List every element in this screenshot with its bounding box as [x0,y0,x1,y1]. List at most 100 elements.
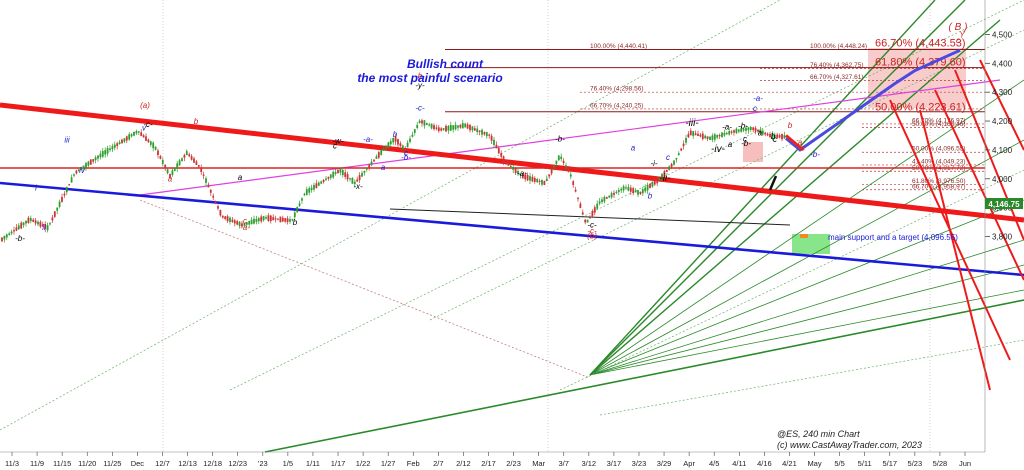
wave-label: v [142,123,147,132]
candle-body [116,143,119,147]
wave-label: -b- [415,71,425,80]
candle-body [310,187,313,191]
candle-body [449,124,452,131]
x-tick-label: Apr [683,459,695,468]
fib-label: 50.00% (4,096.55) [912,146,965,153]
candle-body [437,127,440,132]
x-tick-label: 1/27 [381,459,396,468]
candle-body [481,129,483,135]
candle-body [665,169,668,172]
candle-body [238,221,241,227]
annotation-title-line2: the most painful scenario [357,71,502,85]
candle-body [725,132,728,135]
candle-body [742,128,745,131]
candle-body [577,197,579,199]
candle-body [747,127,750,131]
x-tick-label: 12/13 [178,459,197,468]
candle-body [548,174,551,177]
candle-body [262,216,265,221]
candle-body [217,206,219,209]
fan-line [589,79,1024,376]
fib-label: 100.00% (4,448.24) [810,43,867,50]
candle-body [387,142,390,148]
candle-body [341,169,344,176]
x-tick-label: 12/23 [228,459,247,468]
x-tick-label: 3/7 [559,459,569,468]
candle-body [397,139,399,145]
candle-body [233,220,236,224]
candle-body [531,176,534,182]
candle-body [466,124,469,129]
candle-body [385,146,387,149]
copyright-label: (c) www.CastAwayTrader.com, 2023 [777,440,922,450]
candle-body [241,223,243,227]
candle-body [363,170,366,173]
candle-body [293,212,296,218]
candle-body [89,159,92,165]
candle-body [68,184,71,186]
candle-body [473,128,476,131]
candle-body [22,222,25,226]
candle-body [214,200,217,204]
candle-body [737,129,740,132]
red-projection-line [919,109,991,391]
candle-body [370,161,373,166]
x-tick-label: 11/9 [30,459,44,468]
wave-label: c [666,153,670,162]
candle-body [121,139,123,144]
candle-body [39,221,42,227]
candle-body [106,147,109,154]
trend-fan-lines [0,0,1024,453]
candle-body [389,141,392,145]
magenta-trendline [139,79,1001,196]
fan-line [589,0,966,376]
candle-body [305,189,308,195]
candle-body [409,138,411,143]
candle-body [236,221,239,225]
candle-body [591,211,594,217]
candle-body [161,160,164,165]
candle-body [65,187,68,193]
x-tick-label: 5/17 [882,459,897,468]
candle-body [193,158,195,163]
wave-label: b [393,130,398,139]
red-dotted-trendline [139,199,591,379]
candle-body [639,191,642,195]
candle-body [740,128,743,132]
candle-body [579,203,582,209]
candle-body [680,148,683,151]
x-tick-label: May [807,459,821,468]
candle-body [706,136,709,139]
candle-body [63,193,66,196]
candle-body [723,132,726,136]
candle-body [99,153,102,158]
candle-body [334,172,337,174]
candle-body [176,163,179,169]
candle-body [709,136,711,140]
candle-body [219,209,222,216]
y-tick-label: 4,300 [992,88,1013,97]
candle-body [514,167,517,173]
candle-body [668,166,671,170]
candle-body [421,120,423,124]
candle-body [10,231,13,234]
candle-body [178,160,181,166]
red-projection-line [979,59,1024,151]
fib-label: 50.00% (4,168.46) [912,121,965,128]
candle-body [526,175,529,181]
candle-body [430,123,433,129]
candle-body [94,157,97,161]
candle-body [70,177,73,183]
candle-body [274,218,277,220]
candle-body [553,165,555,168]
wave-label: b [648,191,653,200]
candle-body [517,170,519,175]
x-tick-label: 1/5 [283,459,293,468]
support-marker [800,234,808,238]
candle-body [536,179,539,183]
candle-body [560,156,563,159]
fib-label: 41.40% (4,049.23) [912,158,965,165]
wave-label: -c- [587,220,597,229]
candle-body [411,134,414,137]
